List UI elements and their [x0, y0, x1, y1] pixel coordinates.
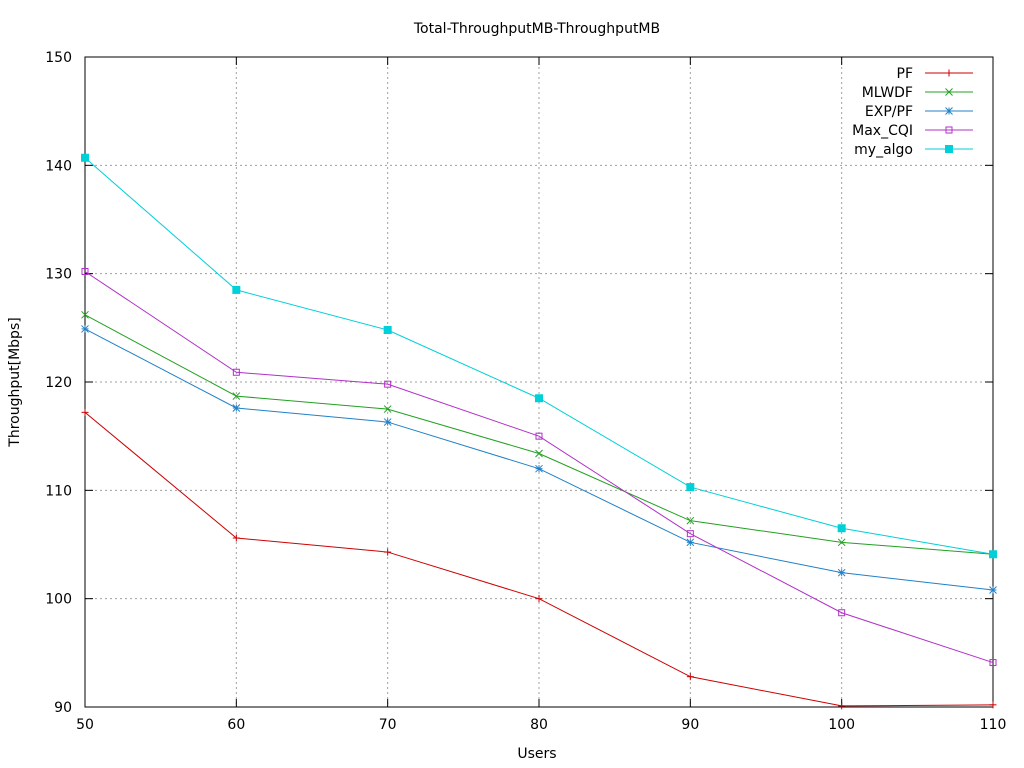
data-point-mlwdf: [383, 405, 392, 413]
legend-label: MLWDF: [862, 85, 913, 101]
legend-marker: [945, 126, 953, 134]
legend-label: EXP/PF: [865, 104, 913, 120]
legend-label: PF: [897, 66, 914, 82]
y-axis-label: Throughput[Mbps]: [7, 317, 23, 447]
data-point-exp-pf: [535, 464, 543, 473]
data-point-mlwdf: [535, 449, 543, 458]
series-my-algo: [81, 153, 997, 559]
x-axis-label: Users: [517, 746, 556, 762]
legend-item-max-cqi: Max_CQI: [852, 123, 973, 139]
data-point-max-cqi: [535, 432, 543, 440]
data-point-my-algo: [989, 550, 997, 559]
data-point-max-cqi: [686, 530, 694, 538]
legend-marker: [945, 88, 953, 96]
data-point-exp-pf: [686, 538, 695, 547]
grid: [85, 57, 993, 707]
y-tick-label: 130: [45, 267, 72, 283]
y-tick-labels: 90 100 110 120 130 140 150: [45, 50, 72, 716]
x-tick-label: 60: [227, 717, 245, 733]
legend-item-my-algo: my_algo: [854, 142, 973, 158]
data-point-mlwdf: [232, 392, 241, 400]
chart-title: Total-ThroughputMB-ThroughputMB: [413, 21, 660, 37]
x-tick-label: 110: [980, 717, 1007, 733]
data-point-max-cqi: [989, 659, 997, 667]
series-line-max-cqi: [84, 271, 994, 664]
data-point-pf: [232, 534, 240, 542]
x-tick-label: 90: [681, 717, 699, 733]
legend-label: my_algo: [854, 142, 913, 158]
x-tick-label: 100: [828, 717, 855, 733]
data-point-my-algo: [383, 326, 392, 334]
legend-marker: [945, 69, 953, 77]
data-point-my-algo: [686, 483, 695, 492]
data-point-pf: [686, 673, 694, 681]
data-point-exp-pf: [837, 568, 846, 577]
legend-item-exp-pf: EXP/PF: [865, 104, 973, 120]
data-point-exp-pf: [383, 418, 392, 426]
legend-item-pf: PF: [897, 66, 973, 82]
y-tick-label: 150: [45, 50, 72, 66]
data-point-max-cqi: [232, 368, 240, 376]
legend: PF MLWDF EXP/PF Max_CQI my_algo: [852, 66, 973, 158]
series-pf: [81, 408, 997, 710]
x-tick-labels: 50 60 70 80 90 100 110: [76, 717, 1006, 733]
legend-label: Max_CQI: [852, 123, 913, 139]
data-point-mlwdf: [686, 516, 695, 525]
data-point-pf: [535, 595, 543, 603]
y-tick-label: 140: [45, 158, 72, 174]
data-point-exp-pf: [989, 586, 997, 594]
data-point-my-algo: [837, 524, 846, 533]
data-point-my-algo: [81, 153, 89, 162]
data-point-pf: [81, 408, 89, 416]
x-tick-label: 50: [76, 717, 94, 733]
data-point-max-cqi: [838, 609, 846, 617]
legend-item-mlwdf: MLWDF: [862, 85, 973, 101]
x-tick-label: 80: [530, 717, 548, 733]
series-line-pf: [84, 411, 994, 707]
x-tick-label: 70: [379, 717, 397, 733]
series-group: [81, 153, 997, 710]
data-point-max-cqi: [384, 380, 392, 388]
legend-marker: [945, 107, 953, 115]
y-tick-label: 110: [45, 483, 72, 499]
data-point-pf: [838, 702, 846, 710]
y-tick-label: 100: [45, 592, 72, 608]
data-point-my-algo: [535, 394, 543, 403]
data-point-exp-pf: [232, 404, 241, 412]
legend-marker: [945, 145, 953, 153]
series-max-cqi: [81, 268, 997, 667]
data-point-exp-pf: [81, 325, 89, 333]
data-point-max-cqi: [81, 268, 89, 275]
data-point-pf: [989, 701, 997, 709]
data-point-mlwdf: [81, 310, 89, 319]
y-tick-label: 90: [54, 700, 72, 716]
y-tick-label: 120: [45, 375, 72, 391]
data-point-my-algo: [232, 285, 241, 294]
series-exp-pf: [81, 325, 997, 594]
data-point-pf: [384, 548, 392, 556]
data-point-mlwdf: [837, 538, 846, 547]
